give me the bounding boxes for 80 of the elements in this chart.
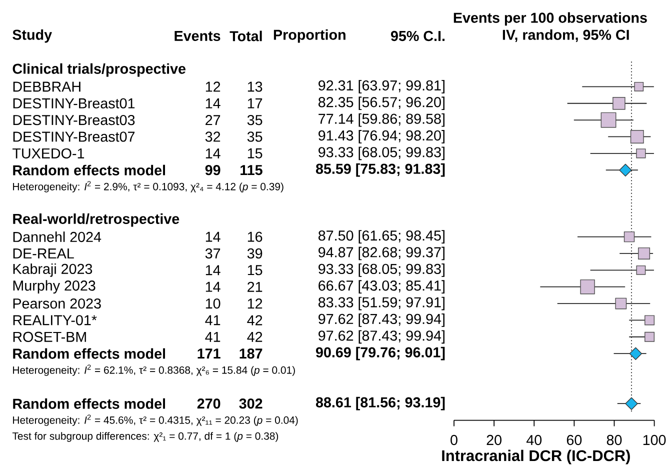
text: Heterogeneity: I$^{2}$ = 2.9%, τ² = 0.1093, χ²₄ = 4.12 (p = 0.39) bbox=[13, 181, 284, 192]
data-label: 35 bbox=[247, 132, 262, 142]
data-label: 66.67 [43.03; 85.41] bbox=[318, 280, 444, 294]
data-label: 15 bbox=[248, 265, 262, 276]
category-label: Random effects model bbox=[13, 164, 166, 176]
data-label: 187 bbox=[240, 348, 262, 359]
x-tick-label: 20 bbox=[486, 434, 502, 446]
data-label: 97.62 [87.43; 99.94] bbox=[318, 330, 444, 344]
data-label: 171 bbox=[198, 348, 220, 358]
data-label: 14 bbox=[206, 148, 220, 158]
data-label: 93.33 [68.05; 99.83] bbox=[318, 263, 444, 277]
data-label: 83.33 [51.59; 97.91] bbox=[318, 296, 444, 310]
category-label: Random effects model bbox=[13, 398, 166, 409]
data-label: 39 bbox=[247, 248, 262, 259]
text: Events bbox=[174, 30, 220, 41]
data-label: 77.14 [59.86; 89.58] bbox=[318, 113, 444, 127]
category-label: DESTINY-Breast07 bbox=[13, 132, 135, 142]
data-label: 17 bbox=[248, 98, 262, 108]
data-label: 15 bbox=[248, 148, 262, 158]
category-label: Random effects model bbox=[13, 348, 166, 359]
category-label: DESTINY-Breast01 bbox=[13, 98, 135, 108]
data-label: 94.87 [82.68; 99.37] bbox=[318, 246, 444, 260]
text: Proportion bbox=[274, 29, 346, 43]
text: Study bbox=[12, 29, 52, 43]
x-tick-label: 0 bbox=[450, 434, 458, 446]
text: Heterogeneity: I$^{2}$ = 45.6%, τ² = 0.4315, χ²₁₁ = 20.23 (p = 0.04) bbox=[13, 414, 298, 426]
text: Test for subgroup differences: χ²₁ = 0.77, df = 1 (p = 0.38) bbox=[12, 432, 278, 442]
category-label: REALITY-01* bbox=[13, 315, 97, 326]
data-label: 92.31 [63.97; 99.81] bbox=[318, 80, 444, 94]
data-label: 16 bbox=[248, 232, 262, 242]
text: 95% C.I. bbox=[390, 30, 445, 42]
x-tick-label: 100 bbox=[643, 434, 666, 446]
data-label: 270 bbox=[197, 398, 220, 409]
data-label: 41 bbox=[205, 315, 220, 326]
data-label: 12 bbox=[206, 82, 220, 92]
data-label: 90.69 [79.76; 96.01] bbox=[316, 346, 445, 360]
data-label: 12 bbox=[248, 298, 262, 309]
category-label: Kabraji 2023 bbox=[13, 263, 92, 277]
data-label: 14 bbox=[206, 98, 220, 108]
data-label: 27 bbox=[206, 115, 220, 126]
data-label: 14 bbox=[206, 265, 220, 276]
data-label: 82.35 [56.57; 96.20] bbox=[318, 96, 444, 110]
category-label: DESTINY-Breast03 bbox=[13, 114, 135, 126]
category-label: Murphy 2023 bbox=[13, 280, 96, 294]
category-label: Clinical trials/prospective bbox=[12, 63, 186, 77]
category-label: Real-world/retrospective bbox=[13, 213, 180, 227]
category-label: ROSET-BM bbox=[13, 332, 86, 342]
text: Total bbox=[230, 30, 262, 42]
chart-subtitle: IV, random, 95% CI bbox=[502, 29, 629, 42]
data-label: 88.61 [81.56; 93.19] bbox=[316, 396, 445, 410]
data-label: 35 bbox=[247, 114, 262, 126]
x-tick-label: 60 bbox=[566, 434, 582, 446]
category-label: Dannehl 2024 bbox=[13, 232, 102, 242]
category-label: DE-REAL bbox=[13, 248, 74, 258]
data-label: 14 bbox=[206, 282, 220, 292]
category-label: TUXEDO-1 bbox=[12, 148, 84, 158]
data-label: 85.59 [75.83; 91.83] bbox=[316, 163, 445, 177]
data-label: 41 bbox=[205, 332, 220, 342]
data-label: 14 bbox=[206, 232, 220, 242]
data-label: 91.43 [76.94; 98.20] bbox=[318, 130, 444, 144]
data-label: 93.33 [68.05; 99.83] bbox=[318, 146, 444, 160]
x-tick-label: 40 bbox=[526, 434, 542, 446]
data-label: 99 bbox=[205, 165, 220, 176]
data-label: 13 bbox=[248, 82, 262, 92]
data-label: 37 bbox=[205, 248, 220, 259]
category-label: Pearson 2023 bbox=[13, 298, 101, 309]
x-axis-title: Intracranial DCR (IC-DCR) bbox=[442, 450, 630, 464]
category-label: DEBBRAH bbox=[13, 82, 80, 92]
chart-title: Events per 100 observations bbox=[454, 12, 647, 26]
data-label: 10 bbox=[206, 298, 220, 309]
data-label: 32 bbox=[205, 132, 220, 142]
text: Heterogeneity: I$^{2}$ = 62.1%, τ² = 0.8368, χ²₆ = 15.84 (p = 0.01) bbox=[13, 364, 295, 376]
data-label: 21 bbox=[248, 282, 262, 292]
data-label: 42 bbox=[247, 332, 262, 342]
data-label: 42 bbox=[247, 315, 262, 326]
data-label: 87.50 [61.65; 98.45] bbox=[318, 230, 444, 244]
data-label: 115 bbox=[240, 165, 262, 176]
data-label: 302 bbox=[239, 398, 262, 409]
x-tick-label: 80 bbox=[606, 434, 622, 446]
data-label: 97.62 [87.43; 99.94] bbox=[318, 314, 444, 327]
